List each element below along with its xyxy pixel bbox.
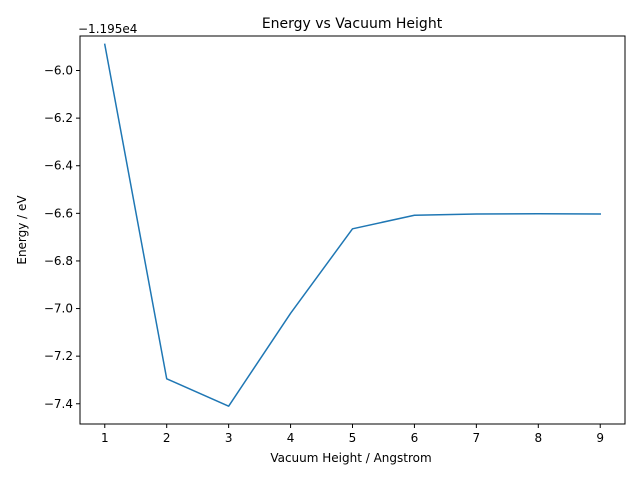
x-tick-label: 7 <box>473 431 481 445</box>
y-tick-label: −7.2 <box>44 349 73 363</box>
x-tick-label: 5 <box>349 431 357 445</box>
plot-area: 1 2 3 4 5 6 7 8 9 −7.4 −7.2 −7.0 −6.8 −6.6 −6.4 −6.2 −6.… <box>44 35 626 445</box>
x-tick-label: 4 <box>287 431 295 445</box>
y-axis-label: Energy / eV <box>15 195 29 265</box>
x-tick-label: 2 <box>163 431 171 445</box>
y-tick-label: −7.0 <box>44 302 73 316</box>
y-axis-offset-label: −1.195e4 <box>78 22 137 36</box>
y-tick-label: −6.6 <box>44 206 73 220</box>
y-tick-label: −6.0 <box>44 64 73 78</box>
chart-title: Energy vs Vacuum Height <box>262 16 443 32</box>
x-tick-label: 8 <box>534 431 542 445</box>
x-axis-label: Vacuum Height / Angstrom <box>270 451 431 465</box>
x-tick-label: 6 <box>411 431 419 445</box>
x-tick-label: 9 <box>596 431 604 445</box>
y-tick-label: −6.8 <box>44 254 73 268</box>
y-tick-label: −6.2 <box>44 111 73 125</box>
series-line <box>103 43 601 407</box>
x-tick-label: 3 <box>225 431 233 445</box>
x-tick-label: 1 <box>101 431 109 445</box>
y-tick-label: −6.4 <box>44 159 73 173</box>
y-tick-label: −7.4 <box>44 397 73 411</box>
